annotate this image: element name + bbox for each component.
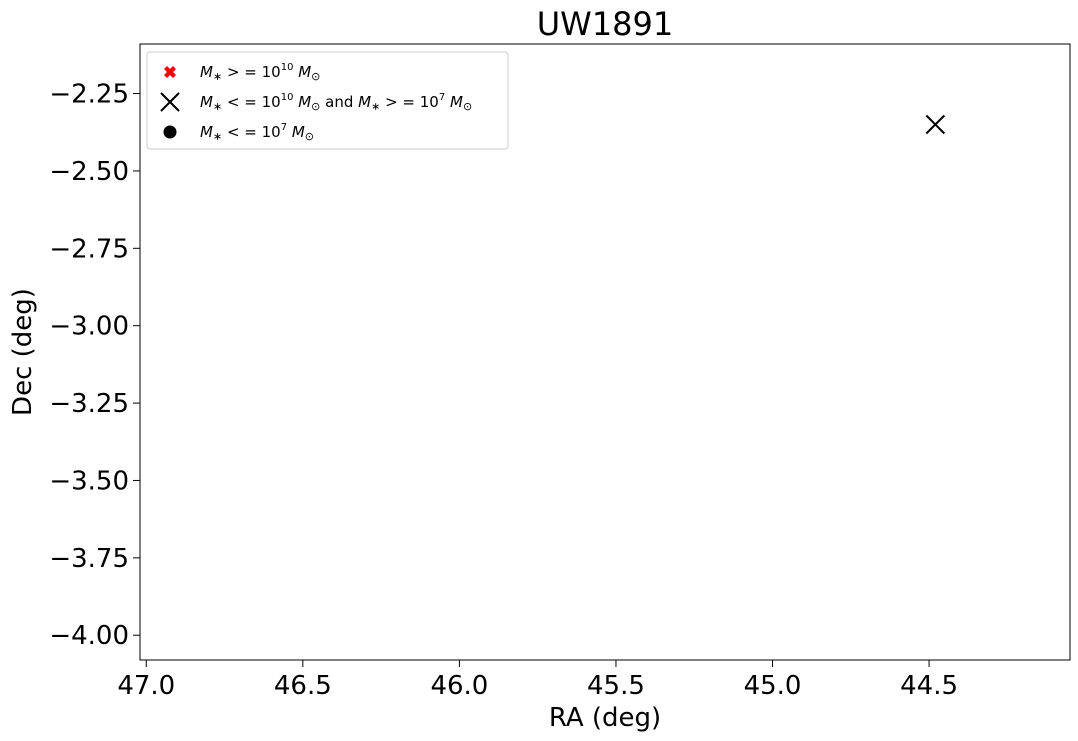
x-tick-label: 46.0 xyxy=(430,671,488,701)
legend-label-part: M xyxy=(445,93,463,111)
legend-marker xyxy=(164,66,176,78)
legend-label-part: > = 10 xyxy=(222,63,281,81)
legend-label-part: ∗ xyxy=(371,100,380,113)
x-axis: 47.0 46.5 46.0 45.5 45.0 44.5 xyxy=(117,660,958,701)
legend-label: M∗ < = 107 M⊙ xyxy=(200,122,314,143)
data-points xyxy=(925,114,946,135)
legend-box xyxy=(146,51,509,150)
legend-label-part: 7 xyxy=(281,122,287,133)
y-tick-label: −3.25 xyxy=(49,389,129,419)
x-tick-label: 45.0 xyxy=(744,671,802,701)
x-tick-label: 46.5 xyxy=(274,671,332,701)
y-tick-label: −3.75 xyxy=(49,544,129,574)
y-tick-label: −3.00 xyxy=(49,312,129,342)
y-tick-label: −3.50 xyxy=(49,466,129,496)
chart-title: UW1891 xyxy=(537,5,674,43)
legend-label-part: 7 xyxy=(439,92,445,103)
legend-label-part: ∗ xyxy=(213,70,222,83)
legend-label-part: M xyxy=(293,93,311,111)
legend: M∗ > = 1010 M⊙M∗ < = 1010 M⊙ and M∗ > = … xyxy=(146,51,509,150)
legend-label: M∗ < = 1010 M⊙ and M∗ > = 107 M⊙ xyxy=(200,92,472,113)
x-tick-label: 47.0 xyxy=(117,671,175,701)
y-tick-label: −2.75 xyxy=(49,234,129,264)
legend-label-part: M xyxy=(293,63,311,81)
legend-label-part: ⊙ xyxy=(311,100,320,113)
legend-label-part: M xyxy=(200,123,213,141)
legend-label-part: < = 10 xyxy=(222,123,281,141)
legend-label-part: M xyxy=(200,93,213,111)
y-axis-label: Dec (deg) xyxy=(8,288,38,416)
y-tick-label: −2.50 xyxy=(49,157,129,187)
legend-label-part: and xyxy=(320,93,358,111)
y-axis: −2.25 −2.50 −2.75 −3.00 −3.25 −3.50 −3.75 −4.00 xyxy=(49,80,140,651)
legend-marker xyxy=(160,92,180,112)
legend-label-part: ∗ xyxy=(213,100,222,113)
x-tick-label: 45.5 xyxy=(587,671,645,701)
legend-label-part: > = 10 xyxy=(380,93,439,111)
x-axis-label: RA (deg) xyxy=(549,703,661,733)
legend-label-part: < = 10 xyxy=(222,93,281,111)
legend-label-part: ⊙ xyxy=(311,70,320,83)
legend-label-part: ∗ xyxy=(213,130,222,143)
y-tick-label: −2.25 xyxy=(49,80,129,110)
legend-label: M∗ > = 1010 M⊙ xyxy=(200,62,320,83)
data-point xyxy=(925,114,946,135)
legend-label-part: 10 xyxy=(281,62,294,73)
x-tick-label: 44.5 xyxy=(900,671,958,701)
legend-label-part: ⊙ xyxy=(305,130,314,143)
legend-label-part: M xyxy=(358,93,371,111)
legend-marker xyxy=(163,125,177,139)
legend-label-part: 10 xyxy=(281,92,294,103)
legend-label-part: M xyxy=(287,123,305,141)
legend-label-part: M xyxy=(200,63,213,81)
y-tick-label: −4.00 xyxy=(49,621,129,651)
plot-area xyxy=(139,43,1071,661)
legend-label-part: ⊙ xyxy=(463,100,472,113)
